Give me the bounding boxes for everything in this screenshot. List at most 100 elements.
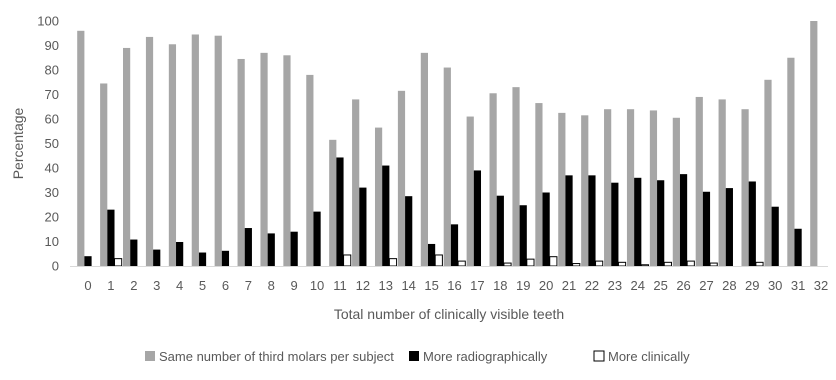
y-tick-label: 70 xyxy=(45,87,59,102)
bar xyxy=(329,139,337,266)
bar xyxy=(130,239,138,266)
bar xyxy=(382,165,390,266)
bar xyxy=(114,258,123,267)
x-tick-label: 4 xyxy=(176,278,183,293)
bar xyxy=(100,83,108,266)
y-tick-label: 10 xyxy=(45,234,59,249)
bar xyxy=(702,191,711,266)
bar xyxy=(604,109,612,266)
bar xyxy=(237,58,245,266)
bars xyxy=(77,21,818,267)
bar xyxy=(352,99,360,267)
legend-label: More radiographically xyxy=(423,349,548,364)
x-tick-label: 29 xyxy=(745,278,759,293)
bar xyxy=(84,256,92,266)
x-tick-label: 25 xyxy=(653,278,667,293)
x-tick-label: 14 xyxy=(401,278,415,293)
bar xyxy=(535,103,543,266)
bar xyxy=(640,264,650,267)
bar xyxy=(450,224,459,266)
bar xyxy=(595,260,604,267)
legend-swatch xyxy=(593,350,605,362)
bar xyxy=(764,79,772,266)
bar xyxy=(405,196,413,266)
bar xyxy=(397,90,406,266)
x-axis-label: Total number of clinically visible teeth xyxy=(334,306,564,322)
bar xyxy=(748,181,756,266)
bar xyxy=(519,205,527,266)
bar xyxy=(123,47,131,267)
y-tick-label: 60 xyxy=(45,112,59,127)
legend: Same number of third molars per subject M… xyxy=(145,349,690,364)
bar xyxy=(336,157,344,266)
x-tick-label: 1 xyxy=(107,278,114,293)
bar xyxy=(388,258,398,267)
bar xyxy=(588,175,596,266)
bar xyxy=(565,175,573,266)
bar xyxy=(725,188,733,266)
bar xyxy=(771,206,779,266)
y-tick-label: 30 xyxy=(45,185,59,200)
bar xyxy=(663,261,672,267)
bar xyxy=(168,44,177,266)
bar xyxy=(221,250,230,266)
y-axis-label: Percentage xyxy=(10,107,26,179)
bar xyxy=(244,228,252,266)
x-tick-label: 2 xyxy=(130,278,137,293)
bar xyxy=(267,233,275,266)
x-tick-label: 20 xyxy=(539,278,553,293)
x-tick-label: 12 xyxy=(356,278,370,293)
bar xyxy=(343,254,352,267)
x-tick-label: 5 xyxy=(199,278,206,293)
y-tick-label: 50 xyxy=(45,136,59,151)
y-tick-label: 100 xyxy=(37,14,59,29)
x-tick-label: 10 xyxy=(310,278,324,293)
legend-swatch xyxy=(409,351,419,361)
bar xyxy=(176,241,184,266)
bar xyxy=(794,228,802,266)
bar xyxy=(420,52,428,266)
x-tick-label: 32 xyxy=(814,278,828,293)
bar xyxy=(374,127,383,266)
x-tick-label: 31 xyxy=(791,278,805,293)
x-tick-label: 0 xyxy=(84,278,91,293)
x-tick-label: 7 xyxy=(245,278,252,293)
bar xyxy=(77,30,85,266)
bar xyxy=(572,263,581,267)
bar xyxy=(695,96,703,266)
bar xyxy=(306,74,314,267)
bar xyxy=(427,243,436,266)
bar xyxy=(581,115,589,266)
y-tick-label: 90 xyxy=(45,38,59,53)
bar xyxy=(542,192,550,266)
bar xyxy=(198,252,207,266)
bar xyxy=(153,249,161,266)
x-tick-label: 24 xyxy=(631,278,645,293)
bar xyxy=(260,52,268,266)
y-tick-label: 0 xyxy=(52,259,59,274)
bar xyxy=(434,254,443,267)
bar xyxy=(145,36,154,266)
bar xyxy=(755,261,764,267)
x-tick-label: 18 xyxy=(493,278,507,293)
bar xyxy=(657,180,665,266)
y-tick-label: 80 xyxy=(45,63,59,78)
bar xyxy=(787,57,795,266)
x-tick-label: 28 xyxy=(722,278,736,293)
bar xyxy=(718,99,726,267)
x-tick-label: 6 xyxy=(222,278,229,293)
bar xyxy=(191,34,199,267)
bar xyxy=(457,260,466,267)
bar xyxy=(634,177,642,266)
x-tick-label: 27 xyxy=(699,278,713,293)
bar xyxy=(679,174,688,267)
bar xyxy=(313,211,321,266)
x-tick-label: 22 xyxy=(585,278,599,293)
y-axis-ticks: 0 10 20 30 40 50 60 70 80 90 100 xyxy=(37,14,59,274)
bar xyxy=(512,87,520,267)
bar xyxy=(741,109,749,266)
bar xyxy=(466,116,474,266)
legend-label: More clinically xyxy=(608,349,690,364)
x-tick-label: 17 xyxy=(470,278,484,293)
